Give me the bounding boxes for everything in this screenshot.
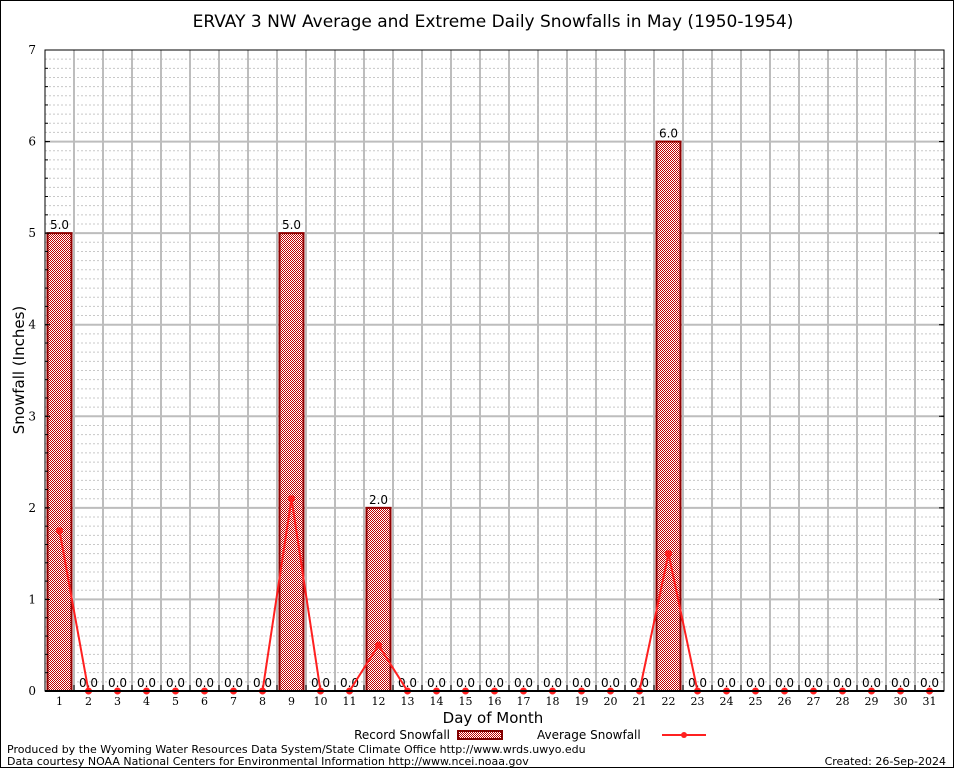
x-tick-label: 23 <box>691 695 705 708</box>
bar-value-label: 0.0 <box>920 676 939 690</box>
bar-value-label: 0.0 <box>688 676 707 690</box>
bar-value-label: 5.0 <box>282 218 301 232</box>
y-tick-label: 1 <box>28 592 36 606</box>
x-tick-label: 19 <box>575 695 589 708</box>
bar-value-label: 0.0 <box>398 676 417 690</box>
x-tick-label: 13 <box>401 695 415 708</box>
bar-value-label: 0.0 <box>456 676 475 690</box>
x-tick-label: 24 <box>720 695 734 708</box>
x-tick-label: 20 <box>604 695 618 708</box>
x-tick-label: 4 <box>143 695 150 708</box>
average-marker <box>56 527 63 535</box>
x-tick-label: 21 <box>633 695 647 708</box>
bar-value-label: 0.0 <box>79 676 98 690</box>
legend-record-label: Record Snowfall <box>354 728 450 742</box>
y-tick-label: 2 <box>28 501 36 515</box>
y-tick-label: 5 <box>28 226 36 240</box>
bar-value-label: 0.0 <box>746 676 765 690</box>
x-tick-label: 14 <box>430 695 444 708</box>
footer-created: Created: 26-Sep-2024 <box>824 755 946 768</box>
bar-value-label: 5.0 <box>50 218 69 232</box>
bar-value-label: 0.0 <box>601 676 620 690</box>
record-bar <box>655 140 682 693</box>
bar-value-label: 0.0 <box>891 676 910 690</box>
average-marker <box>288 495 295 503</box>
y-tick-label: 0 <box>28 684 36 698</box>
bar-value-label: 0.0 <box>543 676 562 690</box>
average-marker <box>375 641 382 649</box>
legend-record-swatch <box>457 730 503 740</box>
x-tick-label: 6 <box>201 695 208 708</box>
x-tick-label: 3 <box>114 695 121 708</box>
bar-value-label: 0.0 <box>253 676 272 690</box>
y-tick-label: 6 <box>28 135 36 149</box>
x-tick-label: 12 <box>372 695 386 708</box>
x-tick-label: 28 <box>836 695 850 708</box>
bar-value-label: 0.0 <box>775 676 794 690</box>
bar-value-label: 0.0 <box>108 676 127 690</box>
bar-value-label: 0.0 <box>224 676 243 690</box>
bar-value-label: 0.0 <box>630 676 649 690</box>
x-tick-label: 9 <box>288 695 295 708</box>
bar-value-label: 0.0 <box>340 676 359 690</box>
x-tick-label: 10 <box>314 695 328 708</box>
x-tick-label: 31 <box>923 695 937 708</box>
bar-value-label: 0.0 <box>833 676 852 690</box>
bar-value-label: 0.0 <box>137 676 156 690</box>
footer-producer: Produced by the Wyoming Water Resources … <box>7 743 586 756</box>
x-tick-label: 15 <box>459 695 473 708</box>
y-tick-label: 4 <box>28 318 36 332</box>
bar-value-label: 6.0 <box>659 127 678 141</box>
x-tick-label: 22 <box>662 695 676 708</box>
record-bar <box>278 232 305 692</box>
x-tick-label: 11 <box>343 695 357 708</box>
y-tick-label: 7 <box>28 43 36 57</box>
bar-value-label: 0.0 <box>166 676 185 690</box>
bar-value-label: 0.0 <box>427 676 446 690</box>
x-tick-label: 26 <box>778 695 792 708</box>
y-axis-label: Snowfall (Inches) <box>10 306 28 434</box>
bar-value-label: 0.0 <box>572 676 591 690</box>
x-tick-label: 5 <box>172 695 179 708</box>
record-bar <box>46 232 73 692</box>
x-tick-label: 16 <box>488 695 502 708</box>
x-tick-label: 27 <box>807 695 821 708</box>
record-bar <box>365 506 392 692</box>
x-tick-label: 25 <box>749 695 763 708</box>
legend-average-marker <box>681 732 687 738</box>
x-tick-label: 1 <box>56 695 63 708</box>
bar-value-label: 0.0 <box>862 676 881 690</box>
x-tick-label: 30 <box>894 695 908 708</box>
bar-value-label: 0.0 <box>195 676 214 690</box>
x-tick-label: 29 <box>865 695 879 708</box>
x-axis-label: Day of Month <box>443 709 544 727</box>
bar-value-label: 0.0 <box>311 676 330 690</box>
x-tick-label: 18 <box>546 695 560 708</box>
legend-average-label: Average Snowfall <box>537 728 641 742</box>
x-tick-label: 17 <box>517 695 531 708</box>
x-tick-label: 2 <box>85 695 92 708</box>
bar-value-label: 0.0 <box>717 676 736 690</box>
chart-title: ERVAY 3 NW Average and Extreme Daily Sno… <box>193 12 794 32</box>
bar-value-label: 0.0 <box>804 676 823 690</box>
bar-value-label: 2.0 <box>369 493 388 507</box>
x-tick-label: 8 <box>259 695 266 708</box>
bar-value-label: 0.0 <box>514 676 533 690</box>
footer-source: Data courtesy NOAA National Centers for … <box>7 755 529 768</box>
x-tick-label: 7 <box>230 695 237 708</box>
average-marker <box>665 550 672 558</box>
y-tick-label: 3 <box>28 409 36 423</box>
bar-value-label: 0.0 <box>485 676 504 690</box>
